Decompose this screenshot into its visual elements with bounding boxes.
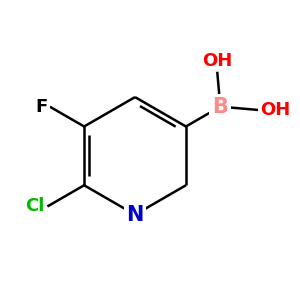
Text: Cl: Cl — [25, 197, 44, 215]
Text: F: F — [36, 98, 48, 116]
Text: OH: OH — [260, 101, 290, 119]
Text: B: B — [212, 97, 228, 117]
Text: OH: OH — [202, 52, 232, 70]
Text: N: N — [126, 205, 144, 225]
